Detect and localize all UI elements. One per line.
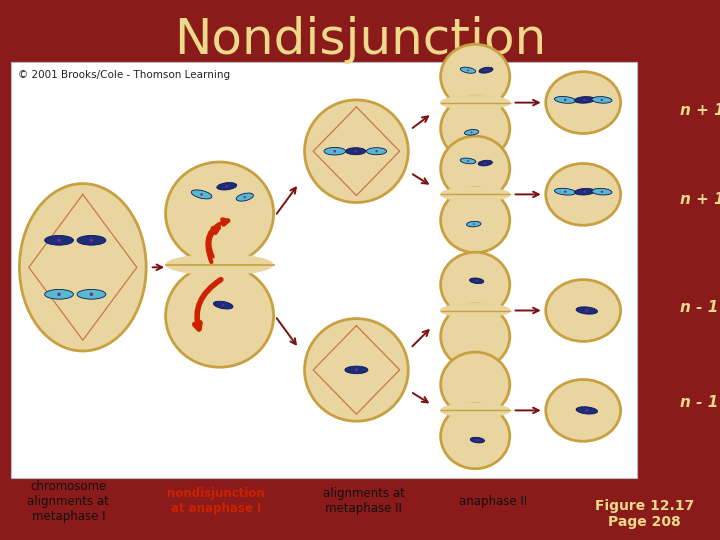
Ellipse shape [479, 68, 493, 73]
Ellipse shape [467, 221, 481, 227]
Ellipse shape [324, 147, 346, 155]
Ellipse shape [90, 239, 93, 242]
Ellipse shape [546, 72, 621, 133]
Text: n + 1: n + 1 [680, 103, 720, 118]
Ellipse shape [473, 223, 474, 225]
Ellipse shape [441, 187, 510, 201]
Ellipse shape [476, 280, 477, 282]
Ellipse shape [333, 150, 336, 152]
Ellipse shape [464, 130, 479, 135]
Ellipse shape [441, 136, 510, 201]
Ellipse shape [77, 289, 106, 299]
Ellipse shape [592, 188, 612, 195]
Ellipse shape [460, 158, 476, 164]
Ellipse shape [546, 280, 621, 341]
Ellipse shape [546, 164, 621, 225]
Ellipse shape [469, 278, 484, 284]
Ellipse shape [166, 254, 274, 275]
Ellipse shape [236, 193, 253, 201]
Ellipse shape [441, 404, 510, 469]
Ellipse shape [575, 188, 595, 195]
Ellipse shape [600, 191, 603, 193]
Ellipse shape [441, 304, 510, 369]
Ellipse shape [441, 404, 510, 417]
Ellipse shape [366, 147, 387, 154]
Ellipse shape [19, 184, 146, 351]
Ellipse shape [90, 293, 93, 296]
Ellipse shape [58, 239, 60, 242]
Text: Nondisjunction: Nondisjunction [174, 17, 546, 64]
Ellipse shape [471, 131, 472, 133]
Ellipse shape [583, 99, 586, 101]
FancyBboxPatch shape [11, 62, 637, 478]
Ellipse shape [576, 307, 598, 314]
Ellipse shape [485, 162, 486, 164]
Ellipse shape [575, 97, 595, 103]
Text: n - 1: n - 1 [680, 395, 719, 410]
Ellipse shape [585, 309, 588, 312]
Ellipse shape [592, 97, 612, 103]
Ellipse shape [225, 185, 228, 187]
Ellipse shape [305, 100, 408, 202]
Ellipse shape [478, 160, 492, 166]
Text: © 2001 Brooks/Cole - Thomson Learning: © 2001 Brooks/Cole - Thomson Learning [18, 70, 230, 80]
Ellipse shape [441, 352, 510, 417]
Ellipse shape [346, 147, 366, 154]
Text: alignments at
metaphase II: alignments at metaphase II [323, 487, 405, 515]
Ellipse shape [166, 265, 274, 367]
Ellipse shape [554, 188, 576, 195]
Ellipse shape [583, 191, 586, 193]
Ellipse shape [441, 96, 510, 161]
Ellipse shape [213, 301, 233, 309]
Ellipse shape [77, 235, 106, 245]
Ellipse shape [222, 304, 225, 306]
Ellipse shape [441, 252, 510, 317]
Ellipse shape [305, 319, 408, 421]
Ellipse shape [192, 190, 212, 199]
Ellipse shape [243, 196, 246, 198]
Ellipse shape [576, 407, 598, 414]
Ellipse shape [564, 99, 567, 101]
Text: Figure 12.17
Page 208: Figure 12.17 Page 208 [595, 499, 694, 529]
Ellipse shape [564, 191, 567, 193]
Ellipse shape [200, 193, 203, 195]
Ellipse shape [467, 160, 469, 162]
Ellipse shape [485, 69, 487, 71]
Text: nondisjunction
at anaphase I: nondisjunction at anaphase I [167, 487, 265, 515]
Text: chromosome
alignments at
metaphase I: chromosome alignments at metaphase I [27, 480, 109, 523]
Ellipse shape [217, 183, 237, 190]
Ellipse shape [585, 409, 588, 411]
Ellipse shape [441, 188, 510, 253]
Ellipse shape [166, 162, 274, 265]
Text: n + 1: n + 1 [680, 192, 720, 207]
Ellipse shape [345, 366, 368, 374]
Ellipse shape [375, 150, 378, 152]
Ellipse shape [554, 97, 576, 103]
Ellipse shape [467, 69, 469, 71]
Ellipse shape [45, 235, 73, 245]
Ellipse shape [460, 67, 476, 73]
Text: anaphase II: anaphase II [459, 495, 527, 508]
Ellipse shape [546, 380, 621, 441]
Ellipse shape [441, 44, 510, 109]
Ellipse shape [470, 437, 485, 443]
Ellipse shape [355, 369, 358, 371]
Ellipse shape [354, 150, 357, 152]
Text: n - 1: n - 1 [680, 300, 719, 315]
Ellipse shape [477, 439, 478, 441]
Ellipse shape [441, 303, 510, 317]
Ellipse shape [441, 96, 510, 109]
Ellipse shape [45, 289, 73, 299]
Ellipse shape [600, 99, 603, 101]
Ellipse shape [58, 293, 60, 296]
